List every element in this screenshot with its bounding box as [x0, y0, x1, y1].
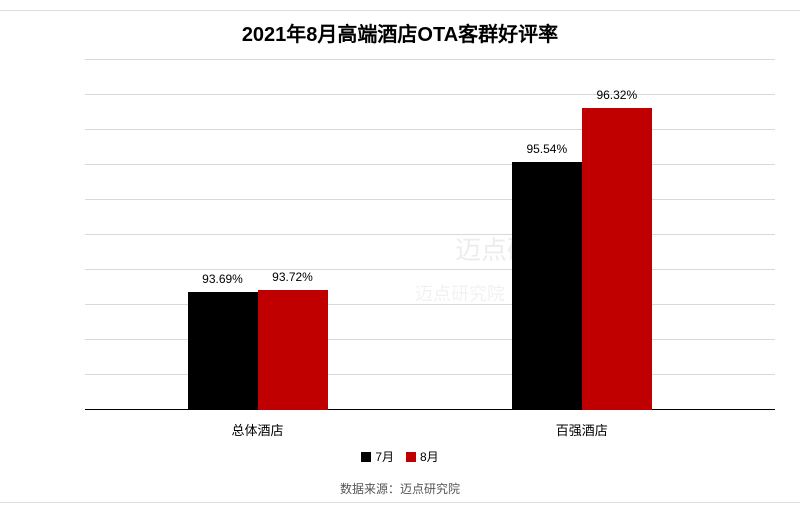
y-tick-label: 94.50%: [0, 228, 77, 242]
y-tick-label: 92.00%: [0, 403, 77, 417]
bar-value-label: 96.32%: [582, 88, 652, 102]
y-tick-label: 96.50%: [0, 88, 77, 102]
legend-swatch: [361, 452, 371, 462]
bar-value-label: 93.69%: [188, 272, 258, 286]
chart-container: 2021年8月高端酒店OTA客群好评率 迈点研究院 迈点研究院 92.00%92…: [0, 0, 800, 513]
y-tick-label: 95.00%: [0, 193, 77, 207]
legend-label: 7月: [375, 448, 394, 465]
x-category-label: 百强酒店: [512, 420, 652, 439]
y-tick-label: 96.00%: [0, 123, 77, 137]
legend: 7月 8月: [0, 448, 800, 465]
bar: 93.72%: [258, 290, 328, 410]
bar-value-label: 95.54%: [512, 142, 582, 156]
plot-area: 迈点研究院 迈点研究院 92.00%92.50%93.00%93.50%94.0…: [85, 60, 775, 410]
bar-group: 95.54%96.32%百强酒店: [512, 60, 652, 410]
watermark-secondary: 迈点研究院: [415, 280, 505, 306]
y-tick-label: 97.00%: [0, 53, 77, 67]
source-line: 数据来源：迈点研究院: [0, 480, 800, 497]
y-tick-label: 93.00%: [0, 333, 77, 347]
legend-swatch: [406, 452, 416, 462]
legend-label: 8月: [420, 448, 439, 465]
x-category-label: 总体酒店: [188, 420, 328, 439]
y-tick-label: 93.50%: [0, 298, 77, 312]
bar-group: 93.69%93.72%总体酒店: [188, 60, 328, 410]
bar: 96.32%: [582, 108, 652, 410]
chart-title: 2021年8月高端酒店OTA客群好评率: [0, 18, 800, 47]
bar: 95.54%: [512, 162, 582, 410]
bar: 93.69%: [188, 292, 258, 410]
legend-item: 7月: [361, 448, 394, 465]
y-tick-label: 94.00%: [0, 263, 77, 277]
bar-value-label: 93.72%: [258, 270, 328, 284]
legend-item: 8月: [406, 448, 439, 465]
y-tick-label: 95.50%: [0, 158, 77, 172]
y-tick-label: 92.50%: [0, 368, 77, 382]
